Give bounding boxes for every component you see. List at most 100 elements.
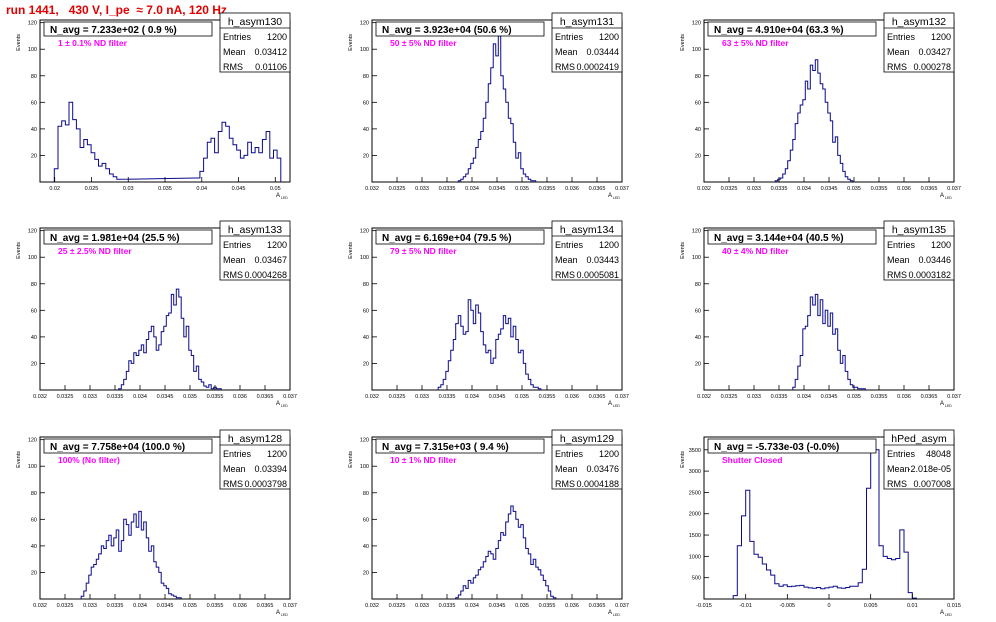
stats-value: 0.03476	[586, 464, 619, 474]
x-axis-label: A	[608, 401, 612, 407]
stats-value: 1200	[599, 32, 619, 42]
x-tick-label: 0.0365	[589, 394, 606, 400]
stats-label: Mean	[223, 464, 246, 474]
y-tick-label: 100	[360, 47, 369, 53]
x-tick-label: 0.037	[947, 394, 961, 400]
filter-annotation: 63 ± 5% ND filter	[722, 38, 789, 48]
x-tick-label: 0.034	[797, 394, 811, 400]
stats-value: 1200	[267, 32, 287, 42]
y-tick-label: 40	[31, 544, 37, 550]
histogram-title: N_avg = 3.144e+04 (40.5 %)	[714, 233, 844, 244]
x-tick-label: 0.035	[183, 394, 197, 400]
stats-box-title: h_asym130	[228, 16, 282, 28]
title-box	[707, 21, 877, 37]
y-axis-label: Events	[16, 242, 22, 259]
x-tick-label: 0.0355	[207, 603, 224, 609]
x-tick-label: 0.035	[515, 394, 529, 400]
y-tick-label: 80	[695, 282, 701, 288]
x-tick-label: 0.032	[365, 186, 379, 192]
stats-value: 0.01106	[255, 62, 287, 72]
filter-annotation: Shutter Closed	[722, 455, 782, 465]
x-tick-label: 0	[827, 603, 830, 609]
title-box	[375, 21, 545, 37]
x-tick-label: 0.037	[947, 186, 961, 192]
y-tick-label: 120	[360, 229, 369, 235]
y-tick-label: 100	[28, 255, 37, 261]
stats-value: 0.0005081	[576, 270, 619, 280]
x-axis-label: A	[940, 401, 944, 407]
title-box	[707, 229, 877, 245]
x-tick-label: 0.0325	[57, 603, 74, 609]
x-tick-label: 0.0345	[821, 394, 838, 400]
filter-annotation: 25 ± 2.5% ND filter	[58, 246, 132, 256]
y-tick-label: 80	[363, 491, 369, 497]
title-box	[43, 438, 213, 454]
filter-annotation: 1 ± 0.1% ND filter	[58, 38, 128, 48]
stats-box-title: hPed_asym	[891, 433, 947, 445]
y-tick-label: 60	[363, 517, 369, 523]
x-tick-label: 0.0335	[439, 394, 456, 400]
y-tick-label: 20	[31, 361, 37, 367]
histogram-line	[792, 293, 866, 390]
histogram-title: N_avg = 3.923e+04 (50.6 %)	[382, 25, 512, 36]
stats-label: Entries	[555, 449, 584, 459]
stats-value: 0.000278	[913, 62, 951, 72]
x-tick-label: 0.0345	[821, 186, 838, 192]
y-tick-label: 20	[363, 570, 369, 576]
stats-label: RMS	[555, 270, 575, 280]
stats-value: 0.0003798	[244, 479, 287, 489]
x-tick-label: 0.0335	[107, 603, 124, 609]
x-tick-label: 0.0355	[871, 186, 888, 192]
x-axis-label-subscript: LED	[945, 404, 952, 408]
stats-label: RMS	[887, 479, 907, 489]
x-tick-label: 0.034	[797, 186, 811, 192]
stats-value: 1200	[267, 240, 287, 250]
x-tick-label: 0.0355	[539, 394, 556, 400]
stats-box-title: h_asym133	[228, 224, 282, 236]
x-tick-label: -0.015	[696, 603, 712, 609]
title-box	[375, 229, 545, 245]
y-tick-label: 3000	[689, 469, 701, 475]
y-axis-label: Events	[680, 242, 686, 259]
stats-label: Entries	[555, 240, 584, 250]
stats-box	[219, 12, 291, 73]
x-axis-label-subscript: LED	[613, 404, 620, 408]
stats-label: Mean	[887, 464, 910, 474]
x-tick-label: 0.035	[515, 603, 529, 609]
stats-box	[219, 429, 291, 490]
y-tick-label: 60	[363, 100, 369, 106]
histogram-panel-h_asym135: 20 40 60 80 100 120 Events 0.032 0.0325 0.033 0.03…	[680, 220, 961, 408]
histogram-title: N_avg = 4.910e+04 (63.3 %)	[714, 25, 844, 36]
title-box	[43, 21, 213, 37]
x-axis-label: A	[940, 193, 944, 199]
histogram-line	[732, 440, 917, 599]
y-tick-label: 1500	[689, 533, 701, 539]
y-tick-label: 120	[28, 21, 37, 27]
y-tick-label: 100	[360, 464, 369, 470]
title-box	[43, 229, 213, 245]
y-tick-label: 80	[31, 74, 37, 80]
y-axis-label: Events	[348, 451, 354, 468]
stats-label: RMS	[223, 62, 243, 72]
x-tick-label: 0.034	[465, 603, 479, 609]
y-tick-label: 60	[363, 308, 369, 314]
stats-label: Mean	[555, 47, 578, 57]
filter-annotation: 10 ± 1% ND filter	[390, 455, 457, 465]
x-tick-label: 0.0355	[539, 603, 556, 609]
histogram-line	[774, 59, 854, 182]
y-tick-label: 500	[692, 576, 701, 582]
y-tick-label: 60	[695, 100, 701, 106]
histogram-panel-h_asym130: 20 40 60 80 100 120 Events 0.02 0.025 0.03 0.035 0.…	[16, 12, 291, 200]
stats-label: Mean	[887, 255, 910, 265]
y-tick-label: 80	[31, 491, 37, 497]
filter-annotation: 100% (No filter)	[58, 455, 120, 465]
x-tick-label: 0.037	[615, 394, 629, 400]
x-tick-label: -0.005	[780, 603, 796, 609]
x-tick-label: 0.015	[947, 603, 961, 609]
x-tick-label: 0.0335	[771, 186, 788, 192]
stats-label: Entries	[223, 449, 252, 459]
x-tick-label: 0.045	[232, 186, 246, 192]
stats-box-title: h_asym131	[560, 16, 614, 28]
stats-value: 1200	[267, 449, 287, 459]
